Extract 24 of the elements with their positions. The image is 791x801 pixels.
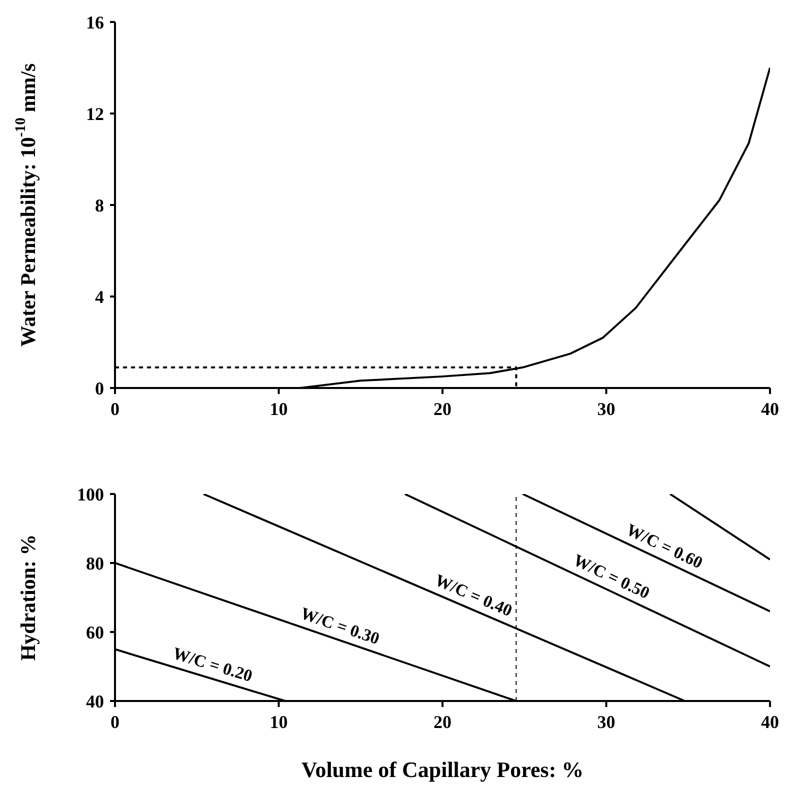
- text: W/C = 0.20: [170, 644, 255, 686]
- y-tick-label: 100: [77, 484, 104, 504]
- x-tick-label: 40: [761, 712, 779, 732]
- y-tick-label: 40: [86, 691, 104, 712]
- y-tick-label: 4: [95, 286, 104, 307]
- x-tick-label: 0: [110, 398, 120, 419]
- x-axis-title: Volume of Capillary Pores: %: [301, 757, 584, 782]
- y-tick-label: 12: [86, 104, 104, 124]
- x-tick-label: 20: [434, 398, 452, 419]
- text: W/C = 0.30: [298, 604, 382, 648]
- y-tick-label: 8: [95, 195, 104, 216]
- x-tick-label: 20: [434, 712, 452, 732]
- x-tick-label: 10: [270, 712, 288, 732]
- text: W/C = 0.40: [432, 570, 515, 620]
- y-axis-title: Hydration: %: [16, 534, 40, 661]
- x-tick-label: 0: [110, 712, 120, 732]
- y-tick-label: 80: [86, 553, 104, 574]
- x-tick-label: 10: [270, 398, 288, 419]
- x-tick-label: 30: [597, 398, 616, 419]
- x-tick-label: 40: [761, 398, 779, 419]
- y-tick-label: 16: [86, 12, 104, 32]
- x-tick-label: 30: [597, 712, 616, 732]
- y-tick-label: 0: [95, 378, 104, 398]
- y-tick-label: 60: [86, 622, 104, 642]
